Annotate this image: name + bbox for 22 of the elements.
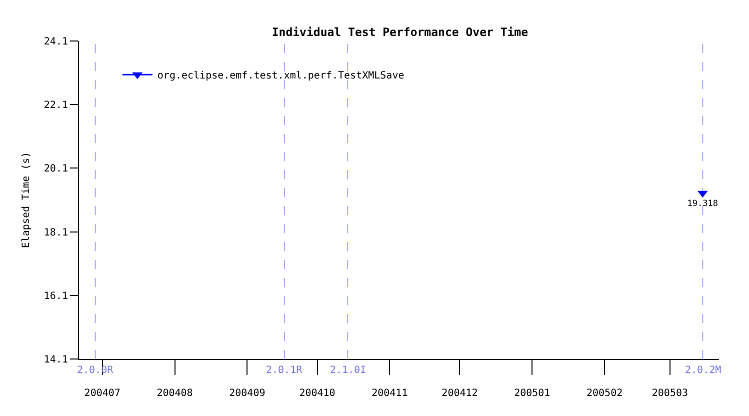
y-axis-title: Elapsed Time (s): [20, 152, 32, 248]
x-tick-label: 200501: [514, 388, 550, 399]
x-tick-label: 200408: [156, 388, 193, 399]
legend-label: org.eclipse.emf.test.xml.perf.TestXMLSave: [157, 70, 404, 82]
x-tick-label: 200411: [372, 388, 408, 399]
x-tick-label: 200502: [586, 388, 623, 399]
ref-line-label: 2.0.1R: [266, 365, 304, 376]
data-label: 19.318: [687, 199, 718, 210]
x-tick-label: 200410: [299, 388, 336, 399]
ref-line-label: 2.0.2M: [685, 365, 722, 376]
ref-line-label: 2.1.0I: [330, 365, 366, 376]
x-tick-label: 200409: [229, 388, 266, 399]
y-tick-label: 24.1: [44, 36, 68, 48]
x-tick-label: 200503: [652, 388, 688, 399]
y-tick-label: 18.1: [44, 227, 68, 238]
y-tick-label: 22.1: [44, 100, 68, 112]
y-tick-label: 16.1: [44, 290, 68, 302]
y-tick-label: 14.1: [44, 354, 68, 366]
y-tick-label: 20.1: [44, 164, 68, 175]
x-tick-label: 200407: [84, 388, 120, 399]
x-tick-label: 200412: [442, 388, 478, 399]
chart-title: Individual Test Performance Over Time: [272, 25, 528, 40]
